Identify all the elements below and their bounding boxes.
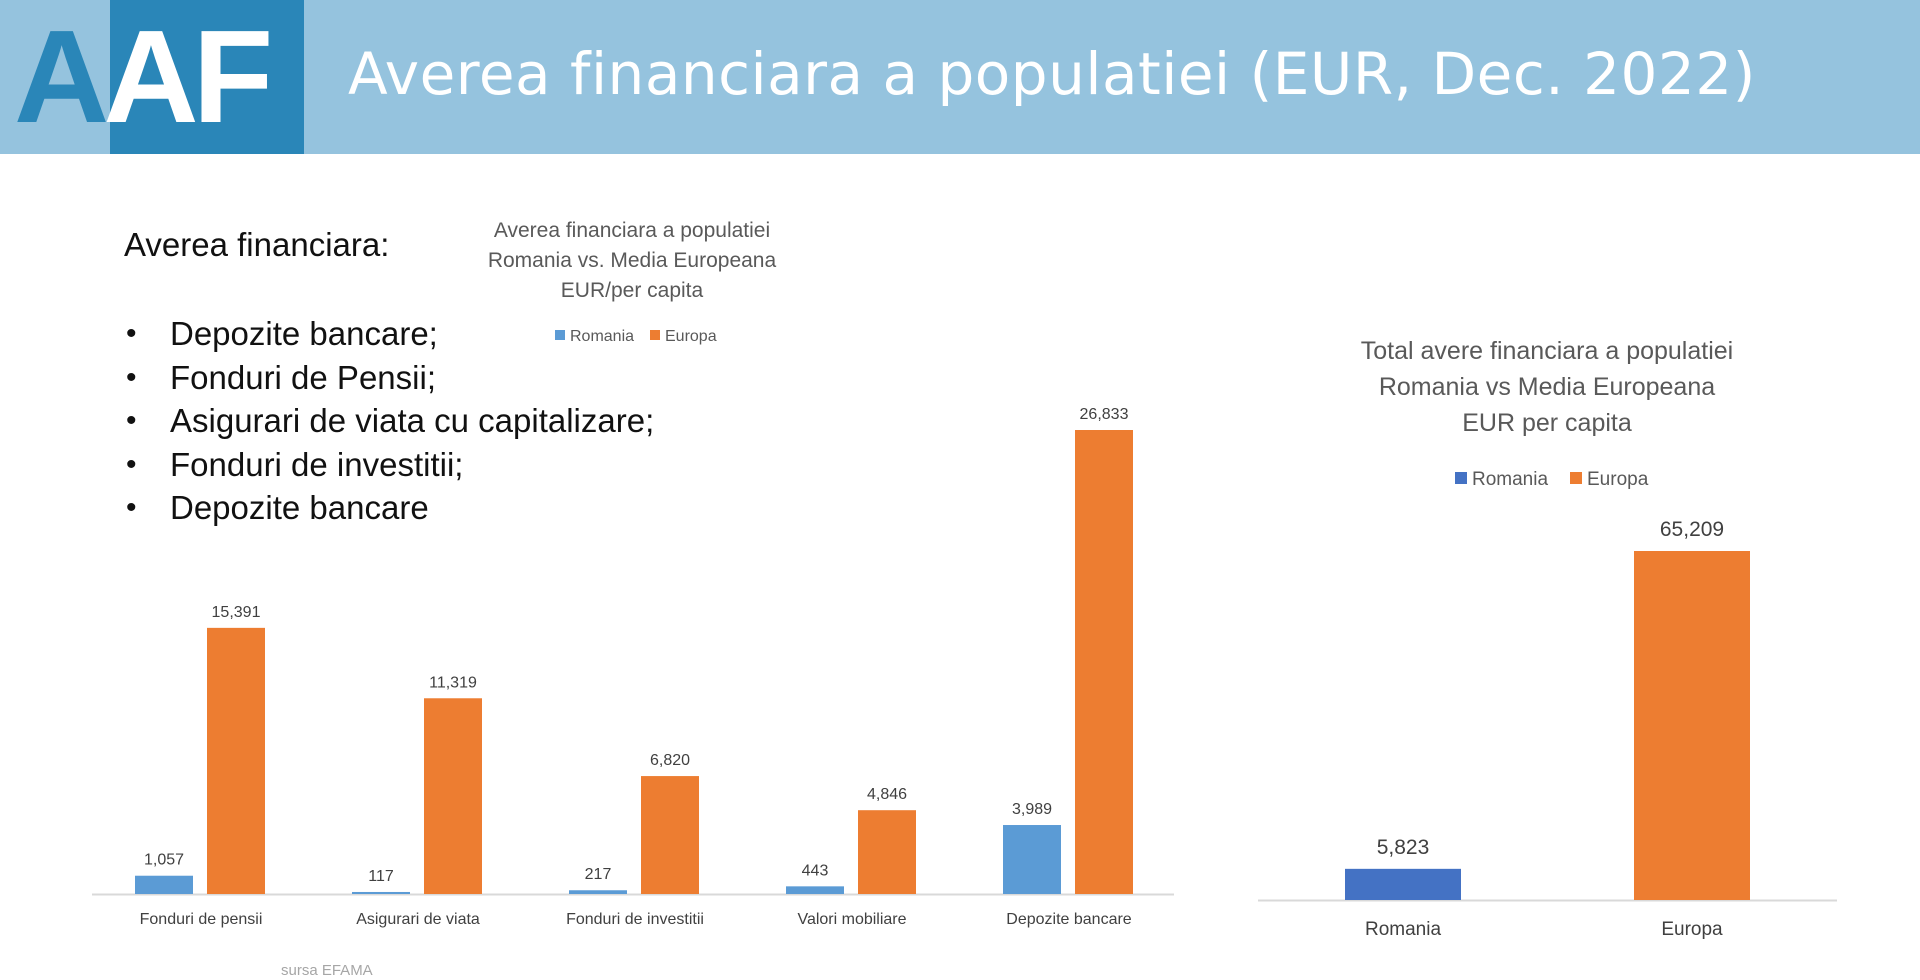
data-label-romania: 217 [585, 866, 612, 883]
bullet-list: • Depozite bancare; • Fonduri de Pensii; •… [124, 312, 654, 530]
x-tick-label: Europa [1661, 919, 1723, 940]
bullet-item: • Fonduri de Pensii; [124, 356, 654, 400]
bullet-text: Fonduri de Pensii; [170, 358, 436, 396]
bullet-item: • Asigurari de viata cu capitalizare; [124, 399, 654, 443]
chart-title-line: Averea financiara a populatiei [494, 219, 770, 242]
x-tick-label: Asigurari de viata [356, 911, 480, 928]
bullet-item: • Fonduri de investitii; [124, 443, 654, 487]
header-band: AAF Averea financiara a populatiei (EUR,… [0, 0, 1920, 154]
data-label-romania: 117 [368, 868, 394, 885]
x-tick-label: Fonduri de investitii [566, 911, 704, 928]
aaf-logo: AAF [14, 2, 273, 152]
data-label-europa: 6,820 [650, 752, 690, 769]
data-label-romania: 1,057 [144, 852, 184, 869]
data-label-romania: 443 [802, 862, 829, 879]
bullet-dot: • [126, 360, 137, 394]
chart-title-line: Total avere financiara a populatiei [1361, 337, 1733, 365]
page-title: Averea financiara a populatiei (EUR, Dec… [348, 40, 1756, 108]
chart-title-line: EUR/per capita [561, 279, 704, 302]
bar-europa [1634, 551, 1750, 900]
bar-europa [858, 810, 916, 894]
legend-swatch-romania [555, 330, 565, 340]
bullet-text: Depozite bancare [170, 489, 429, 526]
logo-letters-af: AF [103, 3, 273, 150]
data-label-europa: 65,209 [1660, 518, 1724, 541]
data-label-romania: 5,823 [1377, 836, 1430, 859]
x-tick-label: Fonduri de pensii [140, 911, 263, 928]
bar-europa [641, 776, 699, 894]
data-label-europa: 15,391 [212, 604, 261, 621]
bullet-dot: • [126, 404, 137, 437]
bar-romania [352, 891, 410, 894]
bar-europa [424, 698, 482, 894]
chart-title-line: Romania vs Media Europeana [1379, 373, 1715, 401]
data-label-europa: 11,319 [429, 674, 477, 691]
bullet-dot: • [126, 447, 137, 481]
data-label-europa: 4,846 [867, 786, 907, 803]
bullet-item: • Depozite bancare; [124, 312, 654, 356]
bar-romania [1345, 868, 1461, 900]
x-tick-label: Depozite bancare [1006, 911, 1132, 928]
legend-swatch-europa [650, 330, 660, 340]
bullet-text: Asigurari de viata cu capitalizare; [170, 402, 655, 439]
bar-romania [569, 890, 627, 894]
legend-label-romania: Romania [570, 328, 634, 345]
source-note: sursa EFAMA [281, 962, 373, 979]
chart-title-line: EUR per capita [1462, 409, 1632, 437]
bullet-item: • Depozite bancare [124, 486, 654, 530]
legend-label-europa: Europa [1587, 469, 1649, 490]
bar-romania [1003, 825, 1061, 894]
legend-label-europa: Europa [665, 328, 717, 345]
bar-romania [135, 875, 193, 894]
bullet-text: Fonduri de investitii; [170, 445, 464, 483]
data-label-romania: 3,989 [1012, 801, 1052, 818]
bullet-dot: • [126, 317, 137, 350]
bar-europa [1075, 430, 1133, 894]
list-heading: Averea financiara: [124, 226, 390, 263]
legend-swatch-romania [1455, 472, 1467, 484]
legend-swatch-europa [1570, 472, 1582, 484]
bullet-text: Depozite bancare; [170, 315, 438, 352]
x-tick-label: Valori mobiliare [797, 911, 906, 928]
data-label-europa: 26,833 [1080, 406, 1129, 423]
bar-romania [786, 886, 844, 894]
logo-box [110, 0, 304, 154]
chart-title-line: Romania vs. Media Europeana [488, 249, 777, 272]
legend-label-romania: Romania [1472, 469, 1548, 490]
x-tick-label: Romania [1365, 919, 1441, 940]
bar-europa [207, 627, 265, 894]
bullet-dot: • [126, 491, 137, 524]
logo-letter-a: A [14, 3, 109, 150]
